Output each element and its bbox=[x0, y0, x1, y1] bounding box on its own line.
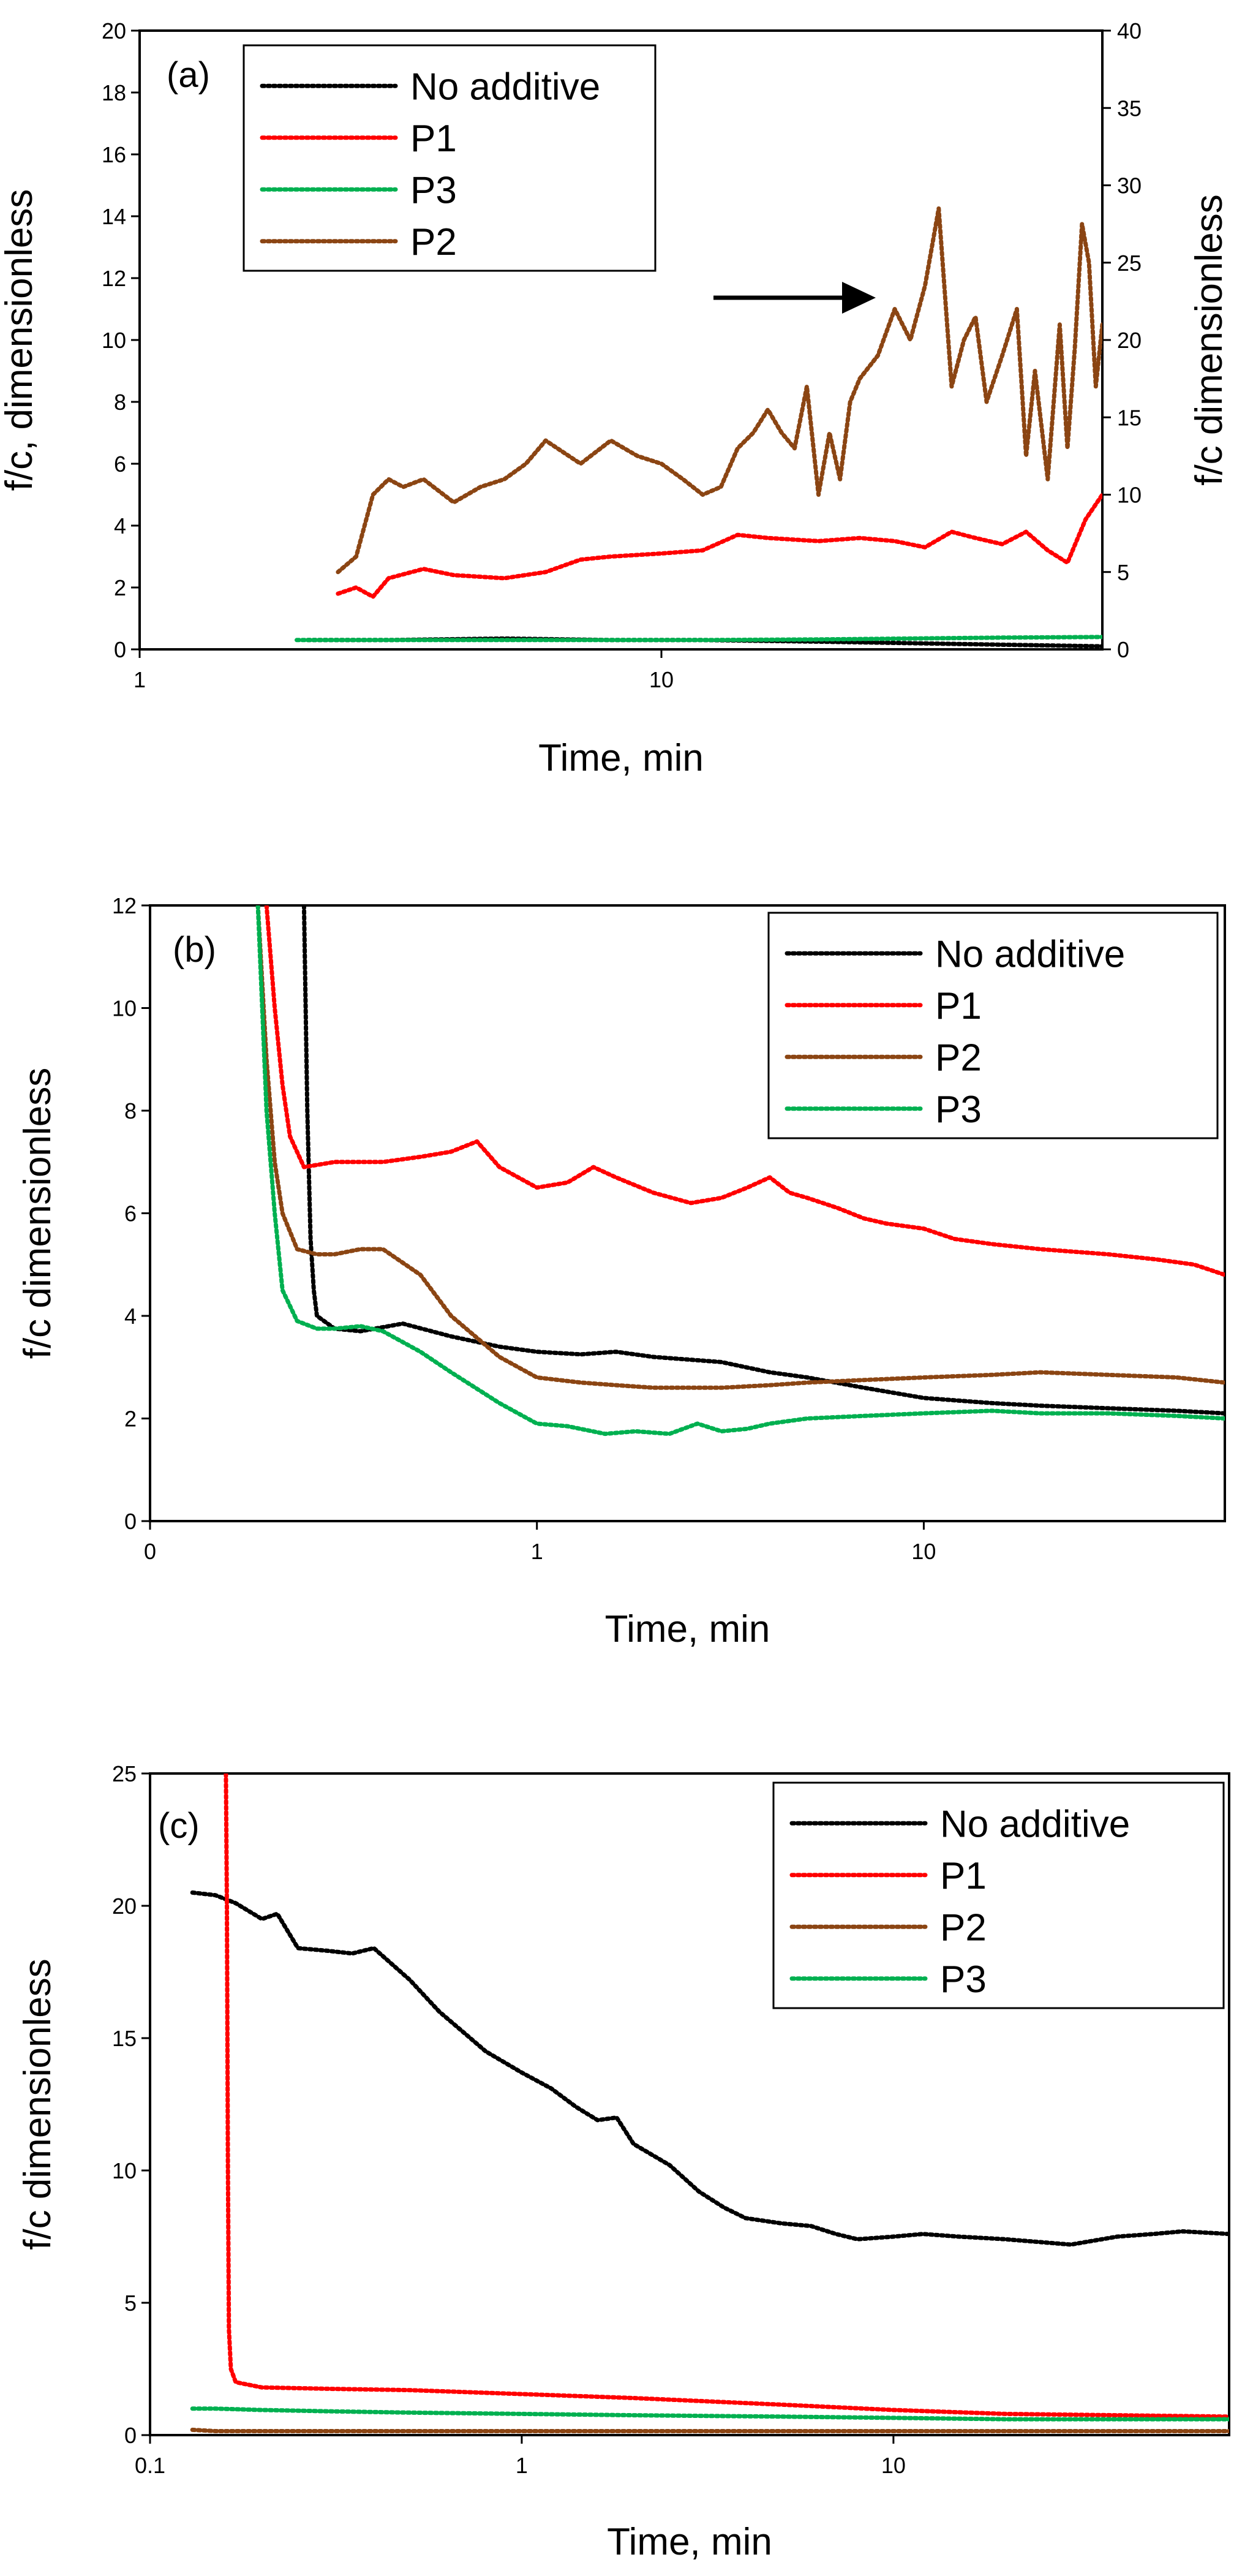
series-group bbox=[255, 905, 1225, 1437]
y-tick-label: 20 bbox=[112, 1894, 137, 1919]
y-axis-label: f/c dimensionless bbox=[17, 1068, 59, 1359]
legend-label: P3 bbox=[935, 1089, 982, 1131]
y-right-tick-label: 0 bbox=[1117, 637, 1129, 662]
panel-letter: (b) bbox=[173, 930, 216, 970]
legend: No additive P1 P3 P2 bbox=[243, 44, 657, 272]
legend-box bbox=[772, 1781, 1225, 2009]
series-line-no-additive bbox=[190, 1890, 1229, 2247]
series-line-p3 bbox=[190, 2406, 1229, 2422]
x-axis-label: Time, min bbox=[538, 737, 704, 779]
y-tick-label: 18 bbox=[102, 80, 126, 105]
y-tick-label: 6 bbox=[124, 1201, 137, 1226]
y-right-tick-label: 20 bbox=[1117, 328, 1142, 353]
y-tick-label: 0 bbox=[114, 637, 126, 662]
series-group bbox=[295, 206, 1102, 649]
series-line-p3 bbox=[295, 635, 1102, 643]
legend-label: No additive bbox=[940, 1803, 1130, 1845]
series-line-p2 bbox=[255, 905, 1225, 1390]
y-tick-label: 10 bbox=[112, 996, 137, 1021]
y-axis-label: f/c, dimensionless bbox=[0, 189, 40, 491]
y-tick-label: 12 bbox=[102, 266, 126, 291]
x-axis-label: Time, min bbox=[605, 1608, 770, 1650]
chart-panel-0: 0 2 4 6 8 10 12 14 16 18 20 0 5 10 15 20 25 30 35 40 1 10 Time… bbox=[0, 18, 1230, 779]
legend-label: P1 bbox=[410, 118, 457, 160]
y-right-tick-label: 25 bbox=[1117, 251, 1142, 276]
x-tick-label: 0.1 bbox=[135, 2453, 165, 2478]
y-tick-label: 14 bbox=[102, 204, 126, 229]
x-tick-label: 10 bbox=[911, 1539, 936, 1564]
chart-panel-2: 0 5 10 15 20 25 0.1 1 10 Time, min f/c dimensionle… bbox=[17, 1761, 1230, 2563]
series-line-p1 bbox=[224, 1773, 1229, 2419]
y-tick-label: 10 bbox=[112, 2158, 137, 2183]
x-tick-label: 1 bbox=[516, 2453, 528, 2478]
legend-label: P1 bbox=[935, 985, 982, 1027]
legend-box bbox=[243, 44, 657, 272]
y-tick-label: 25 bbox=[112, 1761, 137, 1786]
y-tick-label: 16 bbox=[102, 142, 126, 167]
chart-panel-1: 0 2 4 6 8 10 12 0 1 10 Time, min f/c dimensionless (… bbox=[17, 893, 1226, 1650]
x-tick-label: 10 bbox=[881, 2453, 906, 2478]
legend-label: P1 bbox=[940, 1855, 987, 1897]
series-group bbox=[190, 1773, 1229, 2433]
y-tick-label: 4 bbox=[114, 513, 126, 538]
panel-letter: (a) bbox=[167, 55, 210, 95]
y-right-tick-label: 15 bbox=[1117, 405, 1142, 430]
y-tick-label: 2 bbox=[114, 575, 126, 600]
panel-letter: (c) bbox=[158, 1806, 200, 1846]
legend-label: P2 bbox=[940, 1906, 987, 1949]
series-line-p2 bbox=[336, 206, 1102, 575]
x-tick-label: 1 bbox=[134, 667, 146, 692]
series-line-p1 bbox=[264, 905, 1225, 1277]
arrow-head bbox=[842, 282, 876, 314]
y-tick-label: 0 bbox=[124, 2423, 137, 2448]
y-right-tick-label: 35 bbox=[1117, 96, 1142, 121]
series-line-no-additive bbox=[301, 905, 1225, 1416]
y-tick-label: 6 bbox=[114, 451, 126, 477]
series-line-p1 bbox=[336, 493, 1102, 599]
x-tick-label: 10 bbox=[649, 667, 674, 692]
y-tick-label: 8 bbox=[124, 1098, 137, 1124]
legend-label: P3 bbox=[410, 169, 457, 211]
y-tick-label: 20 bbox=[102, 18, 126, 43]
series-line-p2 bbox=[190, 2427, 1229, 2433]
y-tick-label: 4 bbox=[124, 1304, 137, 1329]
y-tick-label: 15 bbox=[112, 2026, 137, 2051]
y-axis-label: f/c dimensionless bbox=[17, 1958, 59, 2250]
x-tick-label: 1 bbox=[531, 1539, 543, 1564]
x-tick-label: 0 bbox=[144, 1539, 156, 1564]
legend-label: P2 bbox=[935, 1037, 982, 1079]
x-axis-label: Time, min bbox=[607, 2521, 772, 2563]
y-tick-label: 2 bbox=[124, 1407, 137, 1432]
plot-frame bbox=[149, 1772, 1230, 2436]
y-tick-label: 8 bbox=[114, 390, 126, 415]
y-tick-label: 10 bbox=[102, 328, 126, 353]
y-right-tick-label: 40 bbox=[1117, 18, 1142, 43]
y-tick-label: 12 bbox=[112, 893, 137, 918]
legend: No additive P1 P2 P3 bbox=[767, 912, 1219, 1139]
y-right-tick-label: 5 bbox=[1117, 560, 1129, 585]
y-right-axis-label: f/c dimensionless bbox=[1188, 194, 1230, 486]
legend-label: No additive bbox=[935, 933, 1125, 975]
legend: No additive P1 P2 P3 bbox=[772, 1781, 1225, 2009]
legend-label: P3 bbox=[940, 1958, 987, 2001]
legend-label: No additive bbox=[410, 66, 600, 108]
series-line-p3 bbox=[255, 905, 1225, 1437]
y-tick-label: 0 bbox=[124, 1509, 137, 1534]
y-right-tick-label: 10 bbox=[1117, 483, 1142, 508]
legend-label: P2 bbox=[410, 221, 457, 263]
y-tick-label: 5 bbox=[124, 2291, 137, 2316]
legend-box bbox=[767, 912, 1219, 1139]
y-right-tick-label: 30 bbox=[1117, 173, 1142, 198]
